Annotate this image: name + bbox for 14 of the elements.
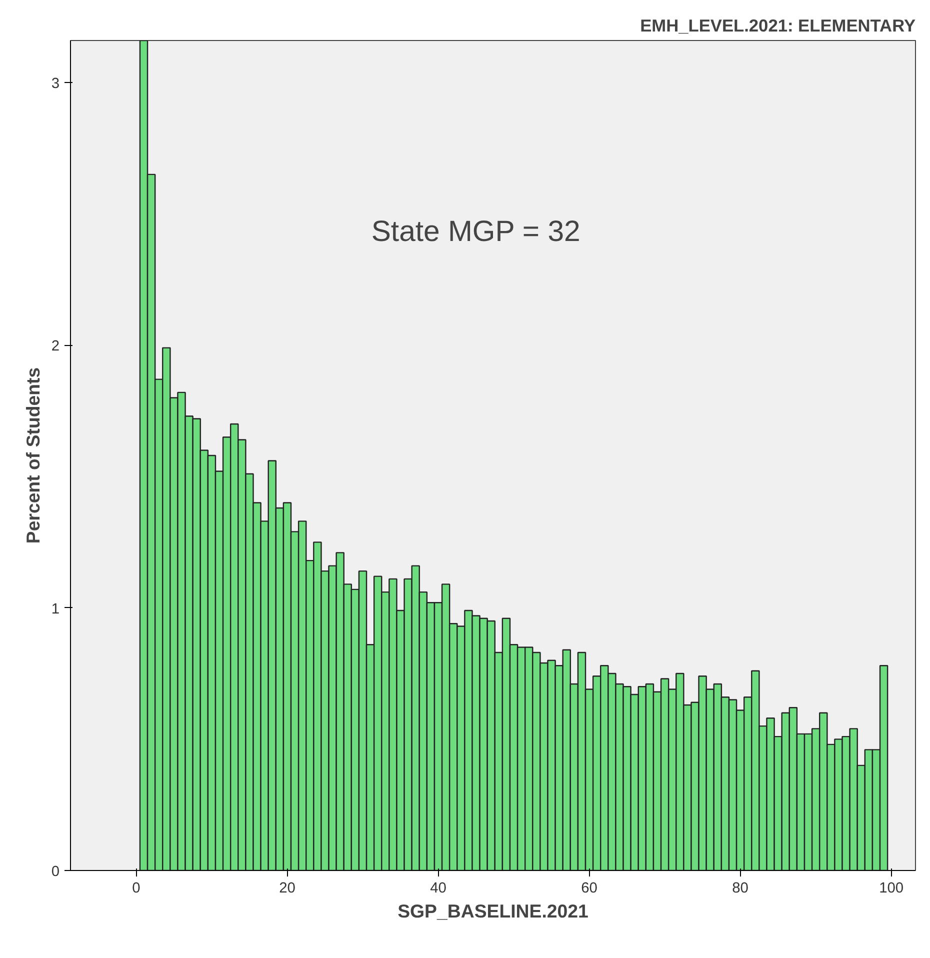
x-axis-title: SGP_BASELINE.2021 [398, 900, 588, 922]
x-tick-label: 20 [279, 880, 296, 896]
annotation: State MGP = 32 [371, 215, 580, 248]
x-tick-label: 0 [132, 880, 140, 896]
y-tick-label: 1 [51, 601, 60, 618]
y-tick-label: 3 [51, 76, 60, 92]
y-tick-label: 0 [51, 864, 60, 880]
x-tick-label: 60 [581, 880, 598, 896]
x-tick-label: 40 [430, 880, 446, 896]
y-tick-label: 2 [51, 338, 60, 355]
x-tick-label: 100 [879, 880, 904, 896]
x-tick-label: 80 [732, 880, 748, 896]
chart-title: EMH_LEVEL.2021: ELEMENTARY [640, 16, 916, 36]
y-axis-title: Percent of Students [22, 367, 44, 544]
